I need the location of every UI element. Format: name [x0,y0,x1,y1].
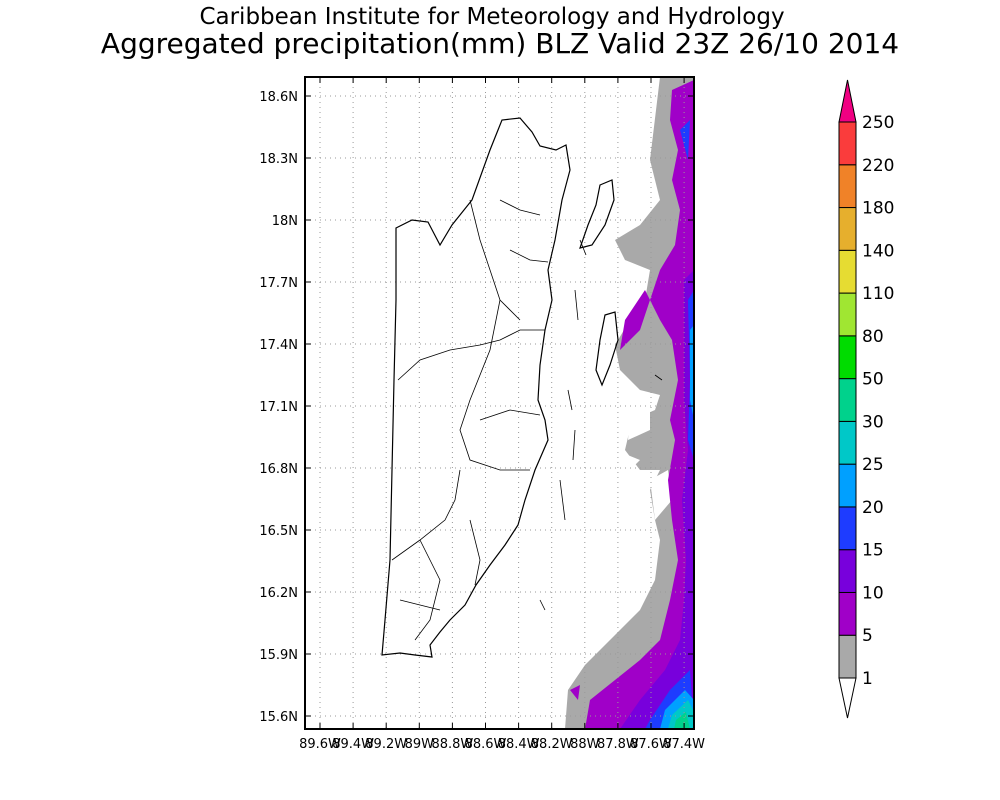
district-borders [391,199,549,641]
precip-area-gray [565,77,694,729]
colorbar-swatch-10 [838,549,857,593]
lat-tick-label: 18N [272,214,298,229]
colorbar-swatch-20 [838,463,857,508]
lon-tick-label: 89W [405,737,435,752]
lat-tick-label: 17.7N [259,276,298,291]
graticule [305,77,694,729]
lat-tick-label: 16.8N [259,462,298,477]
lat-tick-label: 16.2N [259,586,298,601]
precip-gap [615,400,672,520]
colorbar-level-label: 220 [862,156,894,176]
axis-ticks [305,77,694,729]
ambergris-caye [579,179,615,249]
colorbar-over-arrow [838,79,857,123]
latitude-axis: 18.6N 18.3N 18N 17.7N 17.4N 17.1N 16.8N 16.5N 16… [259,90,298,725]
lat-tick-label: 17.4N [259,338,298,353]
lon-tick-label: 89.6W [299,737,341,752]
lat-tick-label: 15.6N [259,710,298,725]
precip-area-lightblue [660,325,694,729]
colorbar-level-label: 110 [862,284,894,304]
colorbar-swatch-110 [838,249,857,294]
belize-outline [381,117,663,658]
lon-tick-label: 88.2W [531,737,573,752]
lon-tick-label: 87.4W [663,737,705,752]
colorbar-level-label: 25 [862,455,884,475]
colorbar-level-label: 140 [862,241,894,261]
turneffe-atoll [595,311,619,387]
colorbar-level-label: 15 [862,541,884,561]
colorbar-level-label: 1 [862,669,873,689]
colorbar-swatch-50 [838,335,857,380]
colorbar-under-arrow [838,677,857,719]
lat-tick-label: 17.1N [259,400,298,415]
lon-tick-label: 87.8W [597,737,639,752]
lon-tick-label: 87.6W [630,737,672,752]
colorbar-level-label: 10 [862,583,884,603]
precip-area-blue-north [680,120,690,160]
colorbar-swatch-180 [838,164,857,209]
colorbar-level-label: 5 [862,626,873,646]
cayes [539,239,663,611]
longitude-axis: 89.6W89.4W89.2W89W88.8W88.6W88.4W88.2W88… [299,737,705,752]
lon-tick-label: 89.2W [365,737,407,752]
title-organization: Caribbean Institute for Meteorology and … [199,4,785,30]
colorbar-level-label: 20 [862,498,884,518]
colorbar-swatch-30 [838,378,857,422]
lon-tick-label: 88.6W [465,737,507,752]
colorbar-swatch-140 [838,207,857,251]
colorbar-level-label: 80 [862,327,884,347]
colorbar-swatch-25 [838,420,857,465]
colorbar-swatch-1 [838,634,857,679]
country-border [381,117,571,658]
colorbar-level-label: 50 [862,370,884,390]
colorbar-swatch-80 [838,292,857,337]
lat-tick-label: 18.3N [259,152,298,167]
lon-tick-label: 88.8W [431,737,473,752]
lat-tick-label: 18.6N [259,90,298,105]
precipitation-field [565,77,694,729]
lat-tick-label: 15.9N [259,648,298,663]
colorbar-swatch-220 [838,121,857,166]
title-product: Aggregated precipitation(mm) BLZ Valid 2… [100,27,900,60]
colorbar-swatch-5 [838,591,857,636]
map-frame [304,76,695,730]
colorbar-level-label: 250 [862,113,894,133]
lon-tick-label: 89.4W [332,737,374,752]
colorbar-level-label: 180 [862,199,894,219]
precip-area-blue [645,290,694,729]
lon-tick-label: 88W [570,737,600,752]
lat-tick-label: 16.5N [259,524,298,539]
lon-tick-label: 88.4W [498,737,540,752]
colorbar-swatch-15 [838,506,857,551]
colorbar-level-label: 30 [862,412,884,432]
